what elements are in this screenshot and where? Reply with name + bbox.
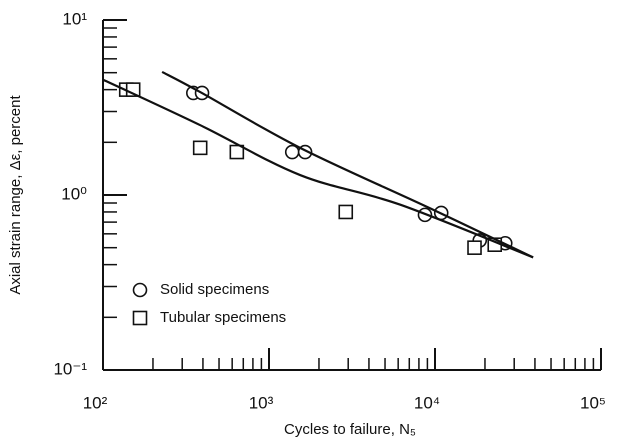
legend-marker: [132, 282, 148, 298]
point: [338, 204, 354, 220]
legend-marker: [132, 310, 148, 326]
fit-curve: [103, 79, 534, 259]
y-axis-title: Axial strain range, Δε, percent: [7, 95, 24, 295]
x-tick-label: 10⁵: [580, 393, 606, 412]
point: [467, 240, 482, 255]
point: [192, 140, 208, 156]
fit-curve: [161, 70, 534, 259]
x-tick-label: 10⁴: [414, 393, 440, 412]
legend-label: Tubular specimens: [160, 309, 286, 326]
x-tick-label: 10²: [83, 393, 108, 412]
y-tick-label: 10¹: [62, 9, 87, 28]
legend-label: Solid specimens: [160, 281, 269, 298]
point: [229, 144, 245, 160]
y-tick-label: 10⁰: [61, 184, 87, 203]
point: [284, 144, 300, 160]
y-tick-label: 10⁻¹: [53, 359, 87, 378]
x-tick-label: 10³: [249, 393, 274, 412]
x-axis-title: Cycles to failure, N₅: [284, 421, 416, 438]
